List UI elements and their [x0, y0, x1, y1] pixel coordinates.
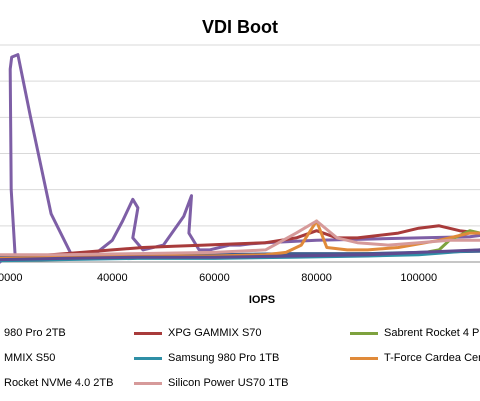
series-layer — [0, 53, 480, 264]
x-tick-label-3: 80000 — [301, 272, 332, 284]
x-axis-label: IOPS — [249, 294, 275, 306]
x-tick-label-1: 40000 — [97, 272, 128, 284]
x-tick-label-2: 60000 — [199, 272, 230, 284]
chart-title: VDI Boot — [202, 17, 278, 37]
series-line-7 — [0, 219, 480, 257]
x-tick-label-4: 100000 — [400, 272, 437, 284]
x-tick-label-0: 0000 — [0, 272, 22, 284]
ticks-layer: 0000 40000 60000 80000 100000 — [0, 272, 437, 284]
series-line-6 — [0, 248, 480, 262]
